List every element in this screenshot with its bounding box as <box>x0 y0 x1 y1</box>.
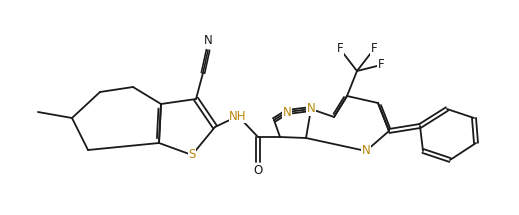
Text: O: O <box>253 164 263 177</box>
Text: N: N <box>362 144 371 158</box>
Text: F: F <box>337 43 343 55</box>
Text: N: N <box>203 34 212 47</box>
Text: F: F <box>378 58 384 72</box>
Text: F: F <box>371 43 377 55</box>
Text: N: N <box>283 106 291 118</box>
Text: S: S <box>188 149 196 161</box>
Text: NH: NH <box>229 109 247 123</box>
Text: N: N <box>307 103 316 115</box>
